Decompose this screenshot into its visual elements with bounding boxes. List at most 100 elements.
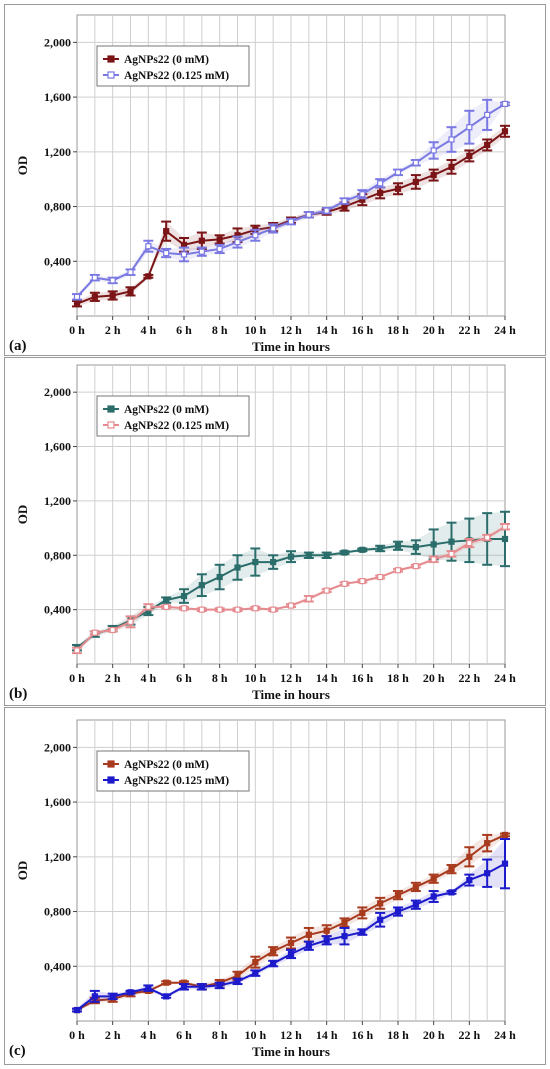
data-point xyxy=(430,893,437,900)
x-tick-label: 16 h xyxy=(351,1028,373,1042)
x-tick-label: 2 h xyxy=(105,1028,121,1042)
data-point xyxy=(484,534,491,541)
data-point xyxy=(377,916,384,923)
data-point xyxy=(412,563,419,570)
legend-marker xyxy=(107,405,115,413)
x-tick-label: 18 h xyxy=(387,323,409,337)
x-tick-label: 2 h xyxy=(105,323,121,337)
y-tick-label: 1,200 xyxy=(44,850,71,864)
legend-marker xyxy=(107,760,115,768)
data-point xyxy=(198,248,205,255)
data-point xyxy=(163,249,170,257)
y-axis-label: OD xyxy=(15,156,30,176)
x-tick-label: 22 h xyxy=(458,671,480,685)
data-point xyxy=(252,970,259,977)
x-tick-label: 0 h xyxy=(69,1028,85,1042)
data-point xyxy=(501,100,509,108)
y-tick-label: 0,800 xyxy=(44,548,71,562)
data-point xyxy=(145,603,152,611)
data-point xyxy=(341,549,348,556)
data-point xyxy=(180,251,188,258)
panel-label: (c) xyxy=(9,1043,26,1059)
data-point xyxy=(430,171,437,179)
data-point xyxy=(394,892,402,899)
legend-marker xyxy=(107,776,115,784)
data-point xyxy=(270,558,277,566)
x-axis-label: Time in hours xyxy=(252,339,330,354)
data-point xyxy=(163,228,170,235)
data-point xyxy=(180,983,188,990)
x-tick-label: 12 h xyxy=(280,671,302,685)
data-point xyxy=(412,178,419,186)
data-point xyxy=(109,626,116,634)
x-tick-label: 18 h xyxy=(387,671,409,685)
data-point xyxy=(73,647,81,654)
y-tick-label: 2,000 xyxy=(44,740,71,754)
y-tick-label: 1,600 xyxy=(44,795,71,809)
data-point xyxy=(394,185,402,192)
data-point xyxy=(377,189,384,196)
data-point xyxy=(448,866,455,873)
data-point xyxy=(287,950,295,958)
data-point xyxy=(234,239,241,246)
data-point xyxy=(252,558,259,566)
data-point xyxy=(180,605,188,612)
data-point xyxy=(501,523,509,530)
x-tick-label: 24 h xyxy=(494,671,516,685)
data-point xyxy=(252,232,259,239)
data-point xyxy=(198,983,205,990)
data-point xyxy=(109,277,116,284)
chart-panel-a: 0,400 0,800 1,200 1,600 2,000 0 h 2 h 4 h 6 h 8 h… xyxy=(4,4,546,356)
data-point xyxy=(466,853,473,860)
data-point xyxy=(234,564,241,571)
data-point xyxy=(109,993,116,1000)
legend: AgNPs22 (0 mM) AgNPs22 (0.125 mM) xyxy=(96,750,250,792)
legend-marker xyxy=(107,421,115,429)
x-axis-label: Time in hours xyxy=(252,687,330,702)
x-tick-label: 14 h xyxy=(316,671,338,685)
legend-label: AgNPs22 (0.125 mM) xyxy=(124,420,229,432)
x-tick-label: 0 h xyxy=(69,323,85,337)
data-point xyxy=(484,870,491,877)
x-tick-label: 14 h xyxy=(316,1028,338,1042)
series-1 xyxy=(72,838,510,1014)
x-tick-label: 4 h xyxy=(140,1028,156,1042)
data-point xyxy=(91,274,98,281)
y-tick-label: 0,400 xyxy=(44,603,71,617)
data-point xyxy=(73,1006,81,1014)
data-point xyxy=(109,292,116,299)
data-point xyxy=(466,124,473,131)
y-tick-label: 1,600 xyxy=(44,90,71,104)
y-axis-label: OD xyxy=(15,505,30,525)
legend-box xyxy=(96,750,250,792)
series-1 xyxy=(72,98,510,301)
data-point xyxy=(270,225,277,232)
x-tick-label: 20 h xyxy=(423,1028,445,1042)
legend: AgNPs22 (0 mM) AgNPs22 (0.125 mM) xyxy=(96,45,250,87)
data-point xyxy=(430,147,437,154)
legend-label: AgNPs22 (0 mM) xyxy=(124,54,209,66)
y-tick-label: 2,000 xyxy=(44,35,71,49)
legend-marker xyxy=(107,71,115,79)
data-point xyxy=(448,136,455,143)
x-tick-label: 16 h xyxy=(351,323,373,337)
data-point xyxy=(448,889,455,896)
data-point xyxy=(216,606,223,613)
data-point xyxy=(377,545,384,552)
data-point xyxy=(127,618,134,625)
x-tick-label: 2 h xyxy=(105,671,121,685)
data-point xyxy=(484,840,491,847)
chart-svg: 0,400 0,800 1,200 1,600 2,000 0 h 2 h 4 h 6 h 8 h… xyxy=(9,719,516,1059)
legend-label: AgNPs22 (0.125 mM) xyxy=(124,775,229,787)
data-point xyxy=(359,546,366,553)
x-axis-label: Time in hours xyxy=(252,1044,330,1059)
x-tick-label: 16 h xyxy=(351,671,373,685)
x-tick-label: 8 h xyxy=(212,671,228,685)
x-tick-label: 8 h xyxy=(212,323,228,337)
y-tick-label: 0,800 xyxy=(44,200,71,214)
data-point xyxy=(323,587,330,594)
data-point xyxy=(501,831,509,839)
data-point xyxy=(394,567,402,574)
data-point xyxy=(234,606,241,613)
data-point xyxy=(145,243,152,250)
